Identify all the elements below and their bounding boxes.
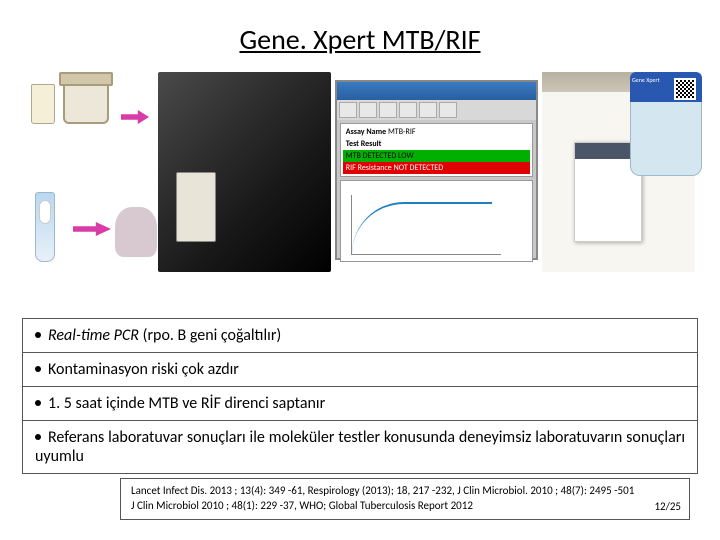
cartridge-slot-icon	[176, 172, 216, 242]
bullet-item: Real-time PCR (rpo. B geni çoğaltılır)	[23, 319, 697, 353]
window-titlebar	[337, 82, 536, 100]
citation-panel: Lancet Infect Dis. 2013 ; 13(4): 349 -61…	[120, 478, 690, 520]
toolbar-button-icon	[419, 102, 437, 118]
bullet-text: 1. 5 saat içinde MTB ve RİF direnci sapt…	[48, 394, 325, 413]
citation-line: Lancet Infect Dis. 2013 ; 13(4): 349 -61…	[131, 484, 679, 499]
waste-bin-photo: Gene Xpert	[630, 72, 702, 177]
toolbar-button-icon	[439, 102, 457, 118]
genexpert-machine-photo	[158, 72, 331, 272]
bullet-dot-icon	[35, 366, 41, 372]
bin-lid-icon: Gene Xpert	[630, 72, 702, 102]
toolbar-button-icon	[379, 102, 397, 118]
page-title: Gene. Xpert MTB/RIF	[0, 0, 720, 57]
pcr-curve-icon	[351, 195, 501, 255]
bullet-dot-icon	[35, 400, 41, 406]
amplification-chart	[340, 180, 533, 262]
qr-code-icon	[674, 78, 696, 100]
bin-brand-label: Gene Xpert	[632, 76, 660, 84]
bullet-item: 1. 5 saat içinde MTB ve RİF direnci sapt…	[23, 387, 697, 421]
gloved-hand-icon	[115, 207, 157, 257]
bullet-item: Kontaminasyon riski çok azdır	[23, 353, 697, 387]
arrow-icon	[121, 110, 149, 124]
test-result-label: Test Result	[346, 139, 382, 149]
image-row: Assay Name MTB-RIF Test Result MTB DETEC…	[25, 72, 695, 292]
bullet-text: (rpo. B geni çoğaltılır)	[143, 326, 282, 345]
citation-line: J Clin Microbiol 2010 ; 48(1): 229 -37, …	[131, 499, 679, 514]
bullet-text: Referans laboratuvar sonuçları ile molek…	[35, 428, 685, 466]
assay-label: Assay Name	[346, 127, 386, 137]
bullets-panel: Real-time PCR (rpo. B geni çoğaltılır) K…	[22, 318, 698, 474]
sample-prep-illustration	[25, 72, 154, 272]
result-resistance: RIF Resistance NOT DETECTED	[343, 162, 530, 174]
page-number: 12/25	[654, 500, 681, 515]
toolbar-button-icon	[359, 102, 377, 118]
bullet-text-italic: Real-time PCR	[48, 326, 143, 345]
toolbar-button-icon	[339, 102, 357, 118]
assay-name-row: Assay Name MTB-RIF	[343, 126, 530, 138]
assay-value: MTB-RIF	[388, 127, 416, 137]
bullet-item: Referans laboratuvar sonuçları ile molek…	[23, 421, 697, 473]
bullet-dot-icon	[35, 332, 41, 338]
arrow-icon	[73, 222, 111, 236]
toolbar-button-icon	[399, 102, 417, 118]
reagent-vial-icon	[31, 84, 55, 124]
software-screenshot: Assay Name MTB-RIF Test Result MTB DETEC…	[335, 80, 538, 260]
swab-tip-icon	[39, 200, 51, 224]
bin-body-icon	[630, 102, 702, 176]
result-panel: Assay Name MTB-RIF Test Result MTB DETEC…	[340, 123, 533, 177]
bullet-text: Kontaminasyon riski çok azdır	[48, 360, 239, 379]
specimen-cup-lid-icon	[59, 72, 113, 86]
bullet-dot-icon	[35, 434, 41, 440]
result-detected: MTB DETECTED LOW	[343, 150, 530, 162]
toolbar	[337, 100, 536, 120]
test-result-row: Test Result	[343, 138, 530, 150]
